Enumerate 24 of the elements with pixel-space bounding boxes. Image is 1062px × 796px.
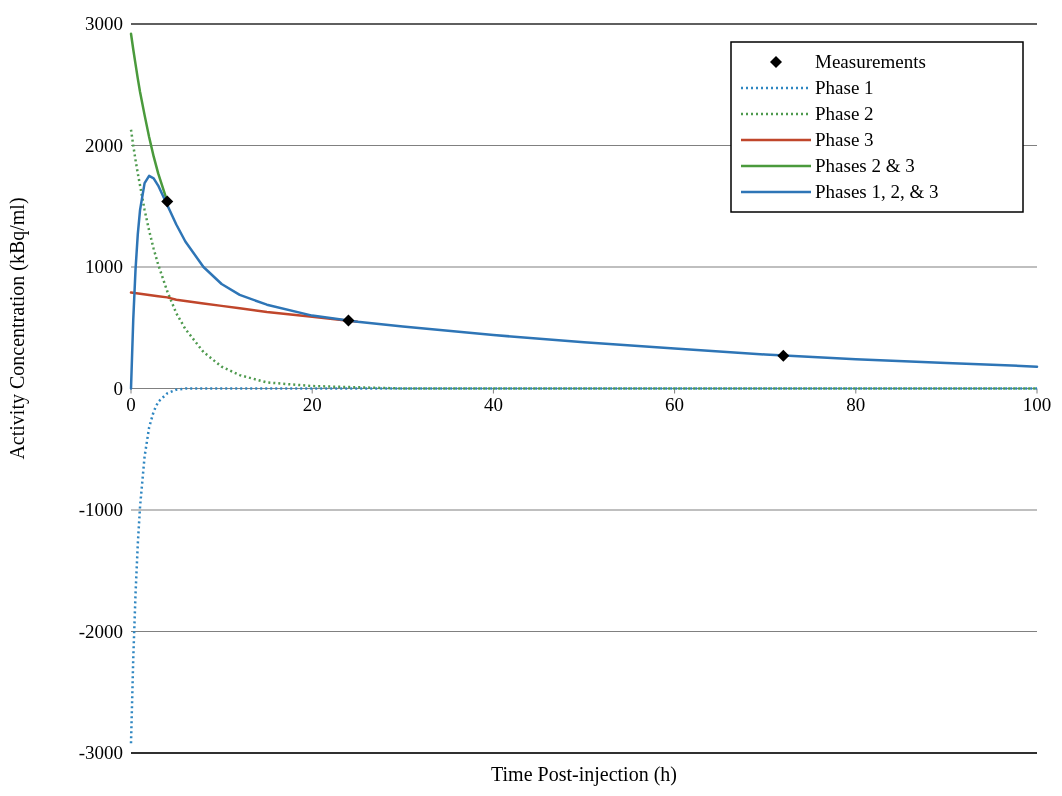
y-tick-label: -2000: [78, 620, 123, 642]
x-tick-label: 100: [1022, 393, 1052, 415]
y-tick-label: -3000: [78, 742, 123, 763]
x-tick-label: 60: [665, 393, 685, 415]
x-tick-label: 20: [302, 393, 322, 415]
line-series: [129, 174, 1039, 390]
y-axis-title: Activity Concentration (kBq/ml): [6, 197, 29, 460]
point: [777, 349, 790, 362]
y-tick-label: -1000: [78, 499, 123, 520]
x-tick-label: 80: [846, 393, 866, 415]
y-tick-label: 0: [113, 377, 123, 399]
x-axis-title: Time Post-injection (h): [491, 763, 677, 786]
legend-label: Phases 2 & 3: [815, 155, 915, 176]
legend-label: Phases 1, 2, & 3: [815, 181, 939, 202]
y-tick-label: 1000: [85, 256, 123, 277]
x-tick-label: 40: [483, 393, 503, 415]
y-tick-label: 3000: [85, 13, 123, 34]
point: [161, 195, 174, 208]
y-tick-label: 2000: [85, 134, 123, 156]
legend-label: Measurements: [815, 51, 926, 72]
legend-label: Phase 3: [815, 129, 874, 150]
legend-label: Phase 2: [815, 103, 874, 124]
legend-label: Phase 1: [815, 77, 874, 98]
point: [342, 314, 355, 327]
